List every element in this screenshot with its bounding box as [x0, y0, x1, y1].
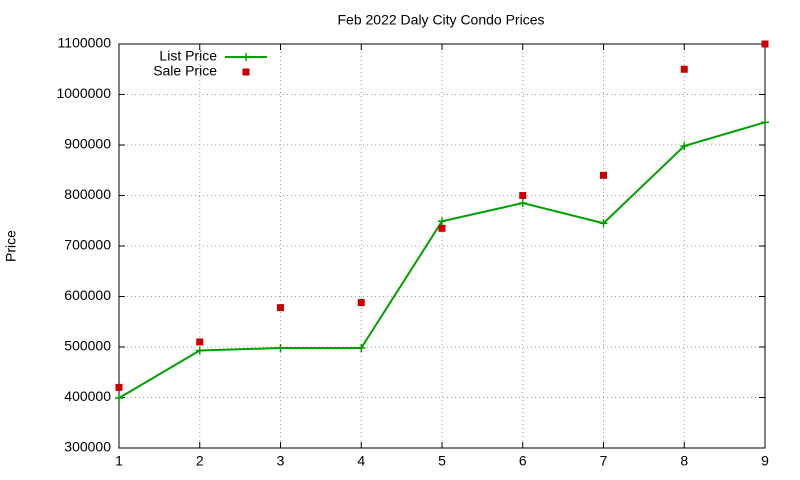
data-point: [357, 344, 366, 353]
x-tick-label: 4: [357, 453, 365, 469]
x-tick-label: 2: [196, 453, 204, 469]
y-axis-label: Price: [3, 230, 19, 262]
data-point: [195, 346, 204, 355]
y-tick-label: 600000: [64, 287, 111, 303]
data-point: [277, 304, 284, 312]
y-tick-label: 900000: [64, 136, 111, 152]
y-tick-label: 1100000: [58, 35, 112, 51]
data-point: [519, 192, 527, 199]
x-tick-label: 1: [115, 453, 123, 469]
y-tick-label: 400000: [64, 388, 111, 404]
legend-label: Sale Price: [153, 63, 217, 79]
data-point: [276, 344, 285, 353]
y-tick-label: 300000: [64, 439, 111, 455]
data-point: [115, 394, 123, 403]
x-tick-label: 5: [438, 453, 446, 469]
data-point: [196, 338, 204, 346]
x-tick-label: 9: [761, 453, 769, 469]
x-tick-label: 7: [600, 453, 608, 469]
data-point: [680, 142, 689, 151]
data-point: [518, 199, 527, 208]
legend-label: List Price: [159, 48, 217, 64]
data-point: [599, 219, 608, 228]
data-point: [761, 40, 769, 48]
y-tick-label: 1000000: [56, 85, 111, 101]
data-point: [357, 299, 365, 307]
data-point: [115, 383, 123, 391]
y-tick-label: 700000: [64, 237, 111, 253]
y-tick-label: 500000: [64, 338, 111, 354]
data-point: [438, 224, 446, 232]
y-tick-label: 800000: [64, 186, 111, 202]
data-point: [761, 118, 769, 127]
data-point: [438, 217, 446, 226]
x-tick-label: 6: [519, 453, 527, 469]
x-tick-label: 3: [277, 453, 285, 469]
x-tick-label: 8: [680, 453, 688, 469]
data-point: [680, 65, 688, 73]
data-point: [600, 171, 607, 179]
legend-marker: [242, 68, 250, 76]
chart-title: Feb 2022 Daly City Condo Prices: [338, 12, 545, 28]
plot-border: [118, 43, 766, 449]
legend-marker: [242, 53, 250, 61]
